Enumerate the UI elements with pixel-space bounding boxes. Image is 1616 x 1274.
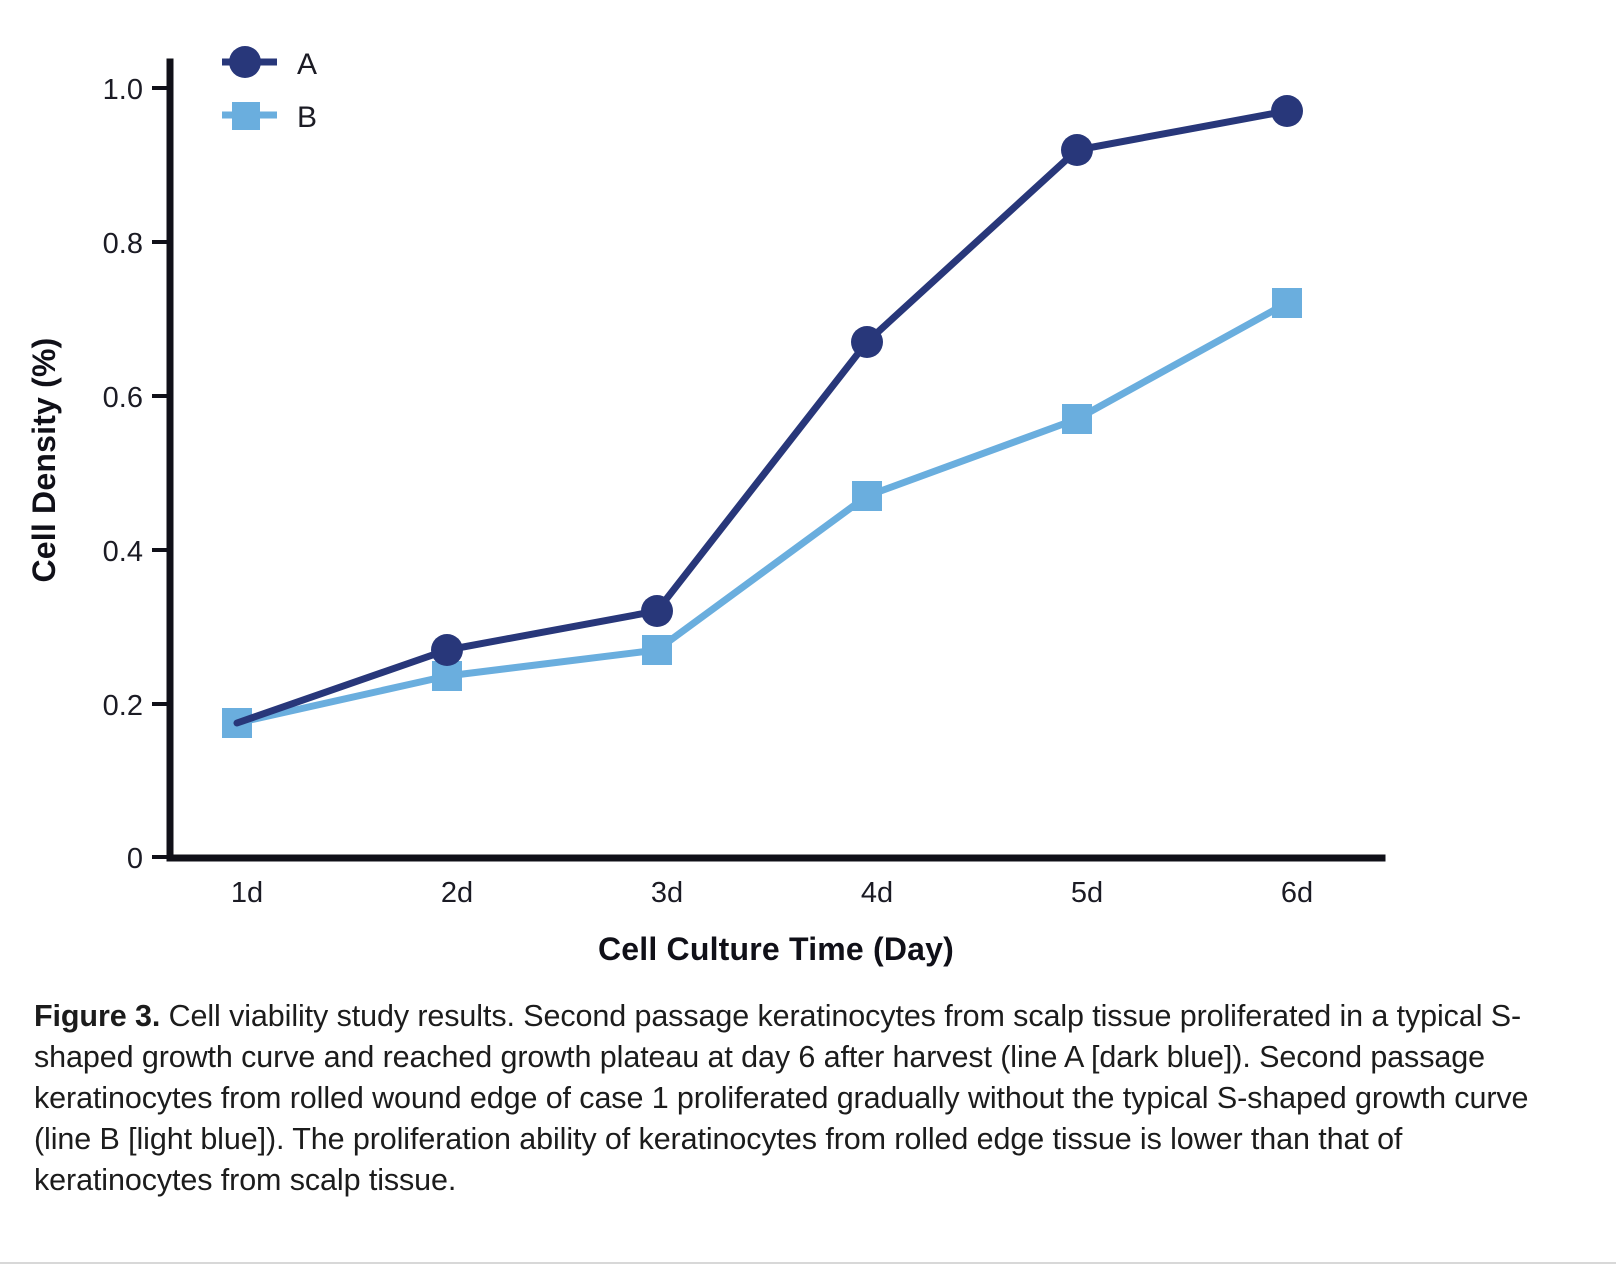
x-tick-label-5d: 5d [1071, 877, 1103, 909]
y-tick-label-08: 0.8 [103, 228, 143, 260]
series-a [233, 95, 1303, 727]
x-axis-title: Cell Culture Time (Day) [598, 931, 954, 967]
legend-label-a: A [297, 48, 317, 81]
y-tick-label-02: 0.2 [103, 690, 143, 722]
x-tick-label-2d: 2d [441, 877, 473, 909]
y-axis-title: Cell Density (%) [26, 337, 62, 582]
x-tick-label-3d: 3d [651, 877, 683, 909]
series-b [222, 288, 1302, 738]
bottom-divider [0, 1262, 1616, 1264]
line-chart: 1.0 0.8 0.6 0.4 0.2 0 1d 2d 3d 4d 5d 6d … [26, 46, 1386, 967]
legend-label-b: B [297, 101, 317, 134]
x-tick-label-1d: 1d [231, 877, 263, 909]
series-b-marker [852, 481, 882, 511]
legend-marker-b-square-icon [232, 102, 260, 130]
y-tick-label-0: 0 [127, 843, 143, 875]
legend-marker-a-circle-icon [229, 46, 261, 78]
axes [166, 58, 1386, 862]
chart-legend: A B [222, 46, 317, 134]
y-tick-label-1: 1.0 [103, 74, 143, 106]
y-axis-ticks: 1.0 0.8 0.6 0.4 0.2 0 [103, 74, 170, 875]
series-a-marker [1271, 95, 1303, 127]
series-a-marker [641, 595, 673, 627]
series-a-marker [851, 326, 883, 358]
x-axis-ticks: 1d 2d 3d 4d 5d 6d [231, 877, 1313, 909]
x-tick-label-6d: 6d [1281, 877, 1313, 909]
series-a-marker [431, 634, 463, 666]
series-a-marker [1061, 134, 1093, 166]
series-b-marker [1272, 288, 1302, 318]
legend-entry-b[interactable]: B [222, 101, 317, 134]
series-a-line [233, 107, 1291, 727]
series-b-marker [642, 635, 672, 665]
series-b-marker [1062, 404, 1092, 434]
y-tick-label-04: 0.4 [103, 536, 143, 568]
figure-caption: Figure 3. Cell viability study results. … [34, 996, 1534, 1201]
x-tick-label-4d: 4d [861, 877, 893, 909]
legend-entry-a[interactable]: A [222, 46, 317, 81]
chart-area: 1.0 0.8 0.6 0.4 0.2 0 1d 2d 3d 4d 5d 6d … [26, 46, 1386, 967]
figure-caption-label: Figure 3. [34, 999, 161, 1033]
series-b-line [233, 299, 1291, 727]
figure-caption-text: Cell viability study results. Second pas… [34, 999, 1529, 1197]
y-tick-label-06: 0.6 [103, 382, 143, 414]
